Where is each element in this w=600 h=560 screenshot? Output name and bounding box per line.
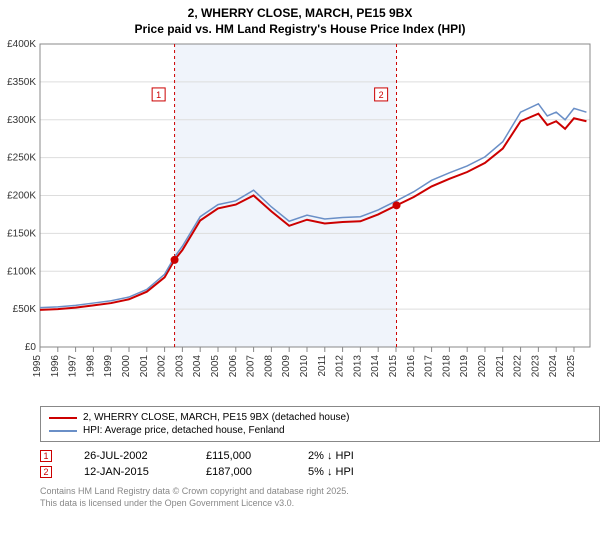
svg-text:2017: 2017 (424, 355, 435, 378)
svg-text:2010: 2010 (299, 355, 310, 378)
legend-item: HPI: Average price, detached house, Fenl… (49, 424, 591, 437)
legend-item: 2, WHERRY CLOSE, MARCH, PE15 9BX (detach… (49, 411, 591, 424)
svg-text:2020: 2020 (477, 355, 488, 378)
svg-text:£0: £0 (25, 342, 37, 353)
sale-marker: 2 (40, 466, 52, 478)
svg-text:2018: 2018 (441, 355, 452, 378)
svg-text:2013: 2013 (352, 355, 363, 378)
svg-text:2007: 2007 (246, 355, 257, 378)
svg-text:1997: 1997 (68, 355, 79, 378)
legend: 2, WHERRY CLOSE, MARCH, PE15 9BX (detach… (40, 406, 600, 442)
footer-line2: This data is licensed under the Open Gov… (40, 498, 600, 510)
svg-text:2015: 2015 (388, 355, 399, 378)
chart-title-line1: 2, WHERRY CLOSE, MARCH, PE15 9BX (0, 0, 600, 22)
svg-text:1995: 1995 (32, 355, 43, 378)
sale-delta: 2% ↓ HPI (308, 450, 388, 462)
svg-text:2002: 2002 (157, 355, 168, 378)
svg-text:2: 2 (379, 90, 384, 100)
svg-text:2016: 2016 (406, 355, 417, 378)
chart-container: £0 £50K £100K £150K £200K £250K £300K £350K £400… (0, 40, 600, 400)
svg-text:2000: 2000 (121, 355, 132, 378)
svg-text:£100K: £100K (7, 266, 36, 277)
svg-text:£300K: £300K (7, 115, 36, 126)
footer-line1: Contains HM Land Registry data © Crown c… (40, 486, 600, 498)
svg-text:1999: 1999 (103, 355, 114, 378)
svg-text:2023: 2023 (530, 355, 541, 378)
chart-title-line2: Price paid vs. HM Land Registry's House … (0, 22, 600, 40)
svg-text:2024: 2024 (548, 355, 559, 378)
svg-text:2011: 2011 (317, 355, 328, 377)
svg-text:1998: 1998 (85, 355, 96, 378)
svg-text:2014: 2014 (370, 355, 381, 378)
svg-text:1996: 1996 (50, 355, 61, 378)
svg-text:2008: 2008 (263, 355, 274, 378)
sale-date: 12-JAN-2015 (84, 466, 174, 478)
svg-text:£150K: £150K (7, 228, 36, 239)
svg-text:2006: 2006 (228, 355, 239, 378)
svg-text:2005: 2005 (210, 355, 221, 378)
svg-text:2001: 2001 (139, 355, 150, 378)
svg-text:2022: 2022 (513, 355, 524, 378)
sale-delta: 5% ↓ HPI (308, 466, 388, 478)
svg-text:£350K: £350K (7, 77, 36, 88)
svg-text:1: 1 (156, 90, 161, 100)
svg-text:2009: 2009 (281, 355, 292, 378)
legend-swatch (49, 417, 77, 419)
footer-attribution: Contains HM Land Registry data © Crown c… (40, 486, 600, 509)
svg-text:£400K: £400K (7, 40, 36, 50)
svg-text:2025: 2025 (566, 355, 577, 378)
svg-text:2004: 2004 (192, 355, 203, 378)
svg-text:2021: 2021 (495, 355, 506, 378)
sales-table: 1 26-JUL-2002 £115,000 2% ↓ HPI 2 12-JAN-2015… (40, 448, 600, 480)
sale-date: 26-JUL-2002 (84, 450, 174, 462)
svg-text:2003: 2003 (174, 355, 185, 378)
legend-label: HPI: Average price, detached house, Fenl… (83, 425, 285, 436)
svg-text:£50K: £50K (13, 304, 37, 315)
sale-price: £115,000 (206, 450, 276, 462)
sale-row: 1 26-JUL-2002 £115,000 2% ↓ HPI (40, 448, 600, 464)
legend-swatch (49, 430, 77, 432)
svg-text:£200K: £200K (7, 191, 36, 202)
legend-label: 2, WHERRY CLOSE, MARCH, PE15 9BX (detach… (83, 412, 349, 423)
svg-text:2019: 2019 (459, 355, 470, 378)
sale-row: 2 12-JAN-2015 £187,000 5% ↓ HPI (40, 464, 600, 480)
sale-price: £187,000 (206, 466, 276, 478)
sale-marker: 1 (40, 450, 52, 462)
price-chart: £0 £50K £100K £150K £200K £250K £300K £350K £400… (0, 40, 600, 395)
svg-text:£250K: £250K (7, 153, 36, 164)
svg-text:2012: 2012 (335, 355, 346, 378)
